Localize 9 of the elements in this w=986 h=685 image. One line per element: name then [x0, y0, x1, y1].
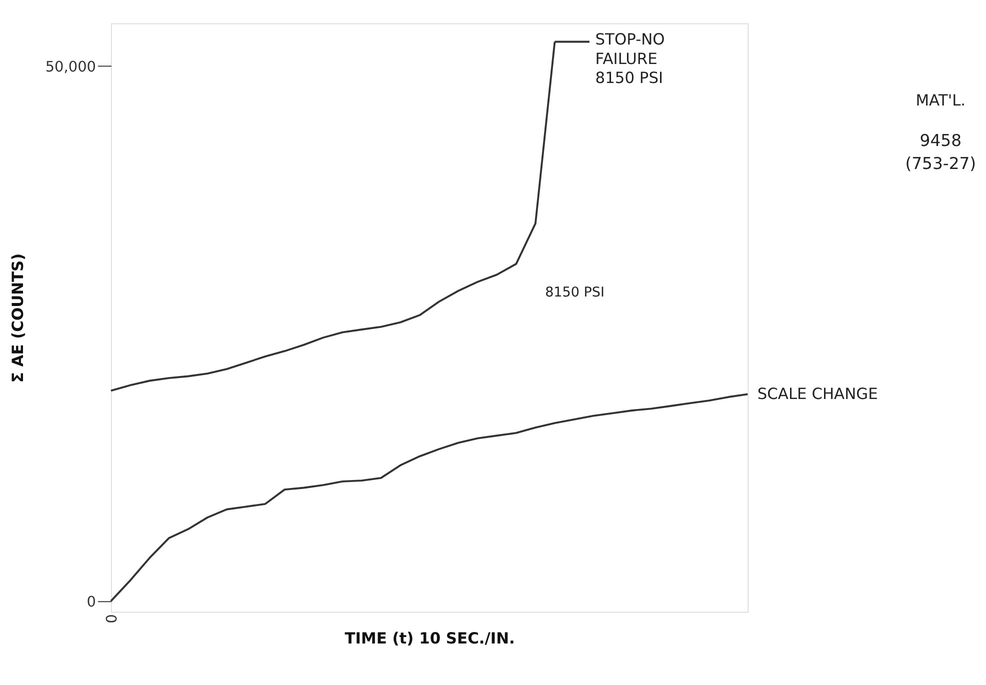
- annotation: STOP-NO FAILURE 8150 PSI: [595, 30, 665, 88]
- text: 9458: [920, 130, 962, 150]
- y-axis-title: Σ AE (COUNTS): [9, 253, 28, 383]
- x-axis-title: TIME (t) 10 SEC./IN.: [344, 630, 515, 648]
- text: (753-27): [905, 154, 976, 173]
- y-tick-label: 50,000: [45, 59, 96, 76]
- text: MAT'L.: [916, 91, 966, 110]
- annotation: 8150 PSI: [545, 284, 604, 301]
- text: SCALE CHANGE: [757, 385, 878, 404]
